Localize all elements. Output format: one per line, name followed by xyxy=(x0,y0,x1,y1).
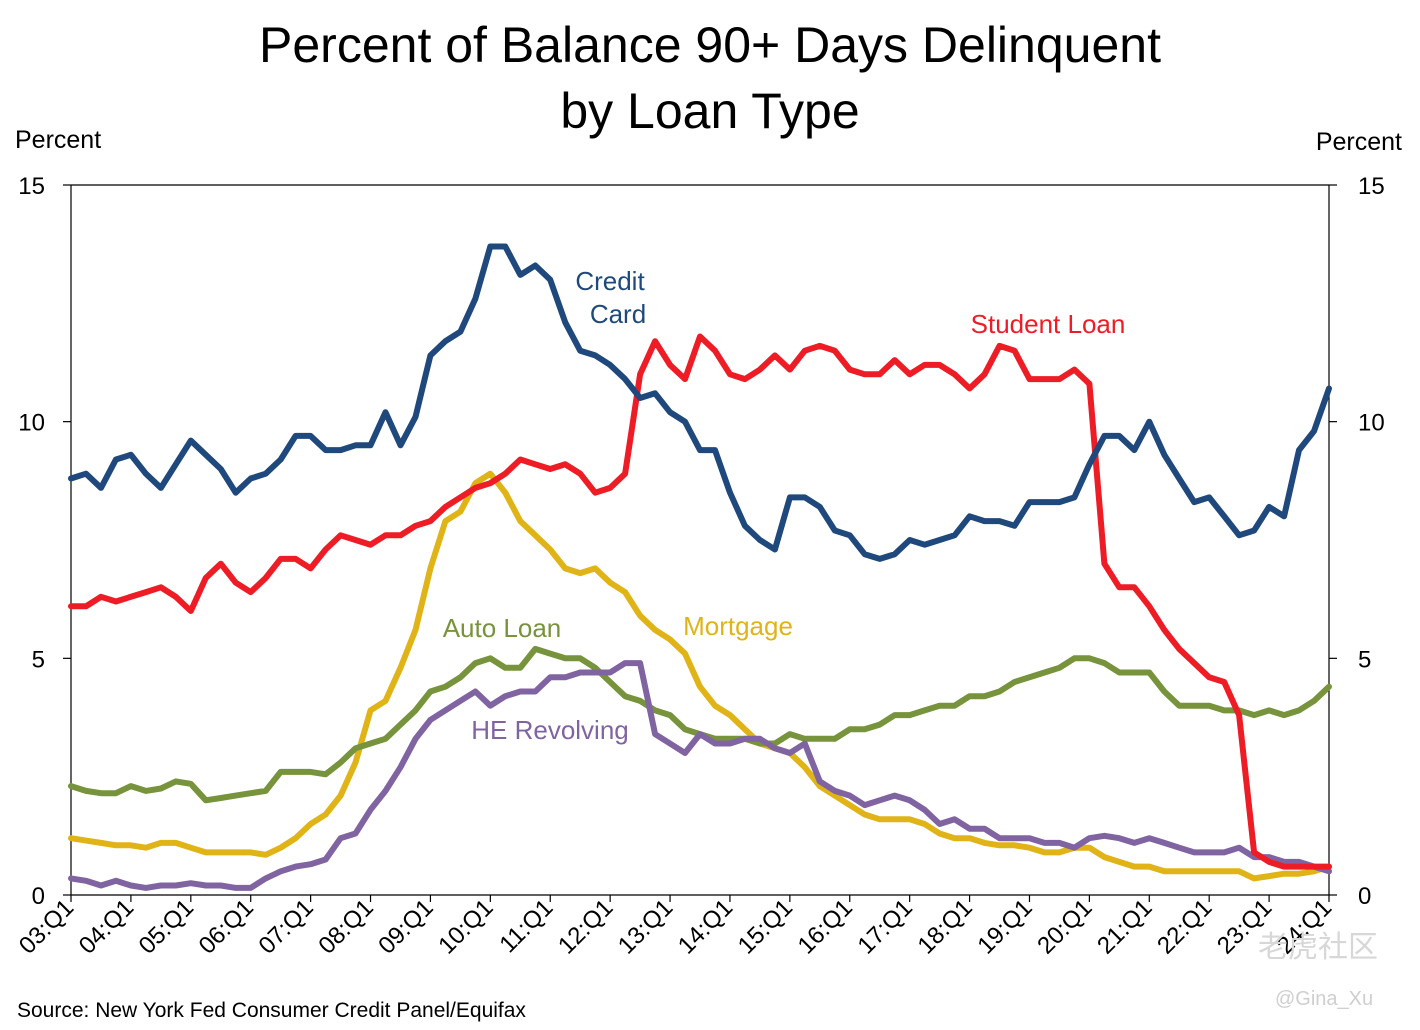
y-tick-label-right: 10 xyxy=(1358,410,1385,437)
series-label-auto-loan: Auto Loan xyxy=(443,613,562,643)
left-axis-unit: Percent xyxy=(15,126,101,154)
x-tick-label: 17:Q1 xyxy=(853,894,918,959)
watermark-text: 老虎社区 xyxy=(1258,931,1378,964)
series-label-he-revolving: HE Revolving xyxy=(471,715,629,745)
series-label-credit-card: Card xyxy=(590,299,646,329)
x-tick-label: 16:Q1 xyxy=(793,894,858,959)
chart-title-line1: Percent of Balance 90+ Days Delinquent xyxy=(259,17,1161,73)
x-tick-label: 15:Q1 xyxy=(733,894,798,959)
x-tick-label: 20:Q1 xyxy=(1032,894,1097,959)
x-tick-label: 04:Q1 xyxy=(74,894,139,959)
series-label-student-loan: Student Loan xyxy=(971,309,1126,339)
x-tick-label: 13:Q1 xyxy=(613,894,678,959)
x-tick-label: 08:Q1 xyxy=(313,894,378,959)
y-tick-labels: 0 0 5 5 10 10 15 15 xyxy=(18,173,1384,910)
x-tick-label: 09:Q1 xyxy=(373,894,438,959)
x-tick-label: 18:Q1 xyxy=(912,894,977,959)
y-tick-label-left: 10 xyxy=(18,410,45,437)
series-line-credit-card xyxy=(68,243,1332,562)
series-line-student-loan xyxy=(68,333,1332,870)
x-tick-label: 19:Q1 xyxy=(972,894,1037,959)
right-axis-unit: Percent xyxy=(1316,128,1402,156)
chart-axes xyxy=(63,184,1337,902)
y-tick-label-right: 5 xyxy=(1358,646,1371,673)
x-tick-label: 05:Q1 xyxy=(134,894,199,959)
series-label-credit-card: Credit xyxy=(575,266,645,296)
source-note: Source: New York Fed Consumer Credit Pan… xyxy=(17,999,526,1022)
series-lines xyxy=(68,243,1332,891)
y-tick-label-right: 0 xyxy=(1358,883,1371,910)
series-line-he-revolving xyxy=(68,660,1332,891)
chart-title-line2: by Loan Type xyxy=(560,83,859,139)
x-tick-label: 12:Q1 xyxy=(553,894,618,959)
y-tick-label-left: 15 xyxy=(18,173,45,200)
series-label-mortgage: Mortgage xyxy=(683,611,793,641)
x-tick-label: 22:Q1 xyxy=(1152,894,1217,959)
x-tick-label: 21:Q1 xyxy=(1092,894,1157,959)
x-tick-label: 06:Q1 xyxy=(194,894,259,959)
x-tick-label: 10:Q1 xyxy=(433,894,498,959)
y-tick-label-right: 15 xyxy=(1358,173,1385,200)
series-line-mortgage xyxy=(68,470,1332,882)
x-tick-label: 14:Q1 xyxy=(673,894,738,959)
x-tick-label: 07:Q1 xyxy=(254,894,319,959)
watermark-user: @Gina_Xu xyxy=(1275,988,1373,1010)
x-tick-label: 11:Q1 xyxy=(494,894,558,958)
x-tick-label: 03:Q1 xyxy=(14,894,79,959)
x-tick-labels: 03:Q104:Q105:Q106:Q107:Q108:Q109:Q110:Q1… xyxy=(14,894,1337,959)
y-tick-label-left: 5 xyxy=(32,646,45,673)
series-line-auto-loan xyxy=(68,645,1332,804)
y-tick-label-left: 0 xyxy=(32,883,45,910)
